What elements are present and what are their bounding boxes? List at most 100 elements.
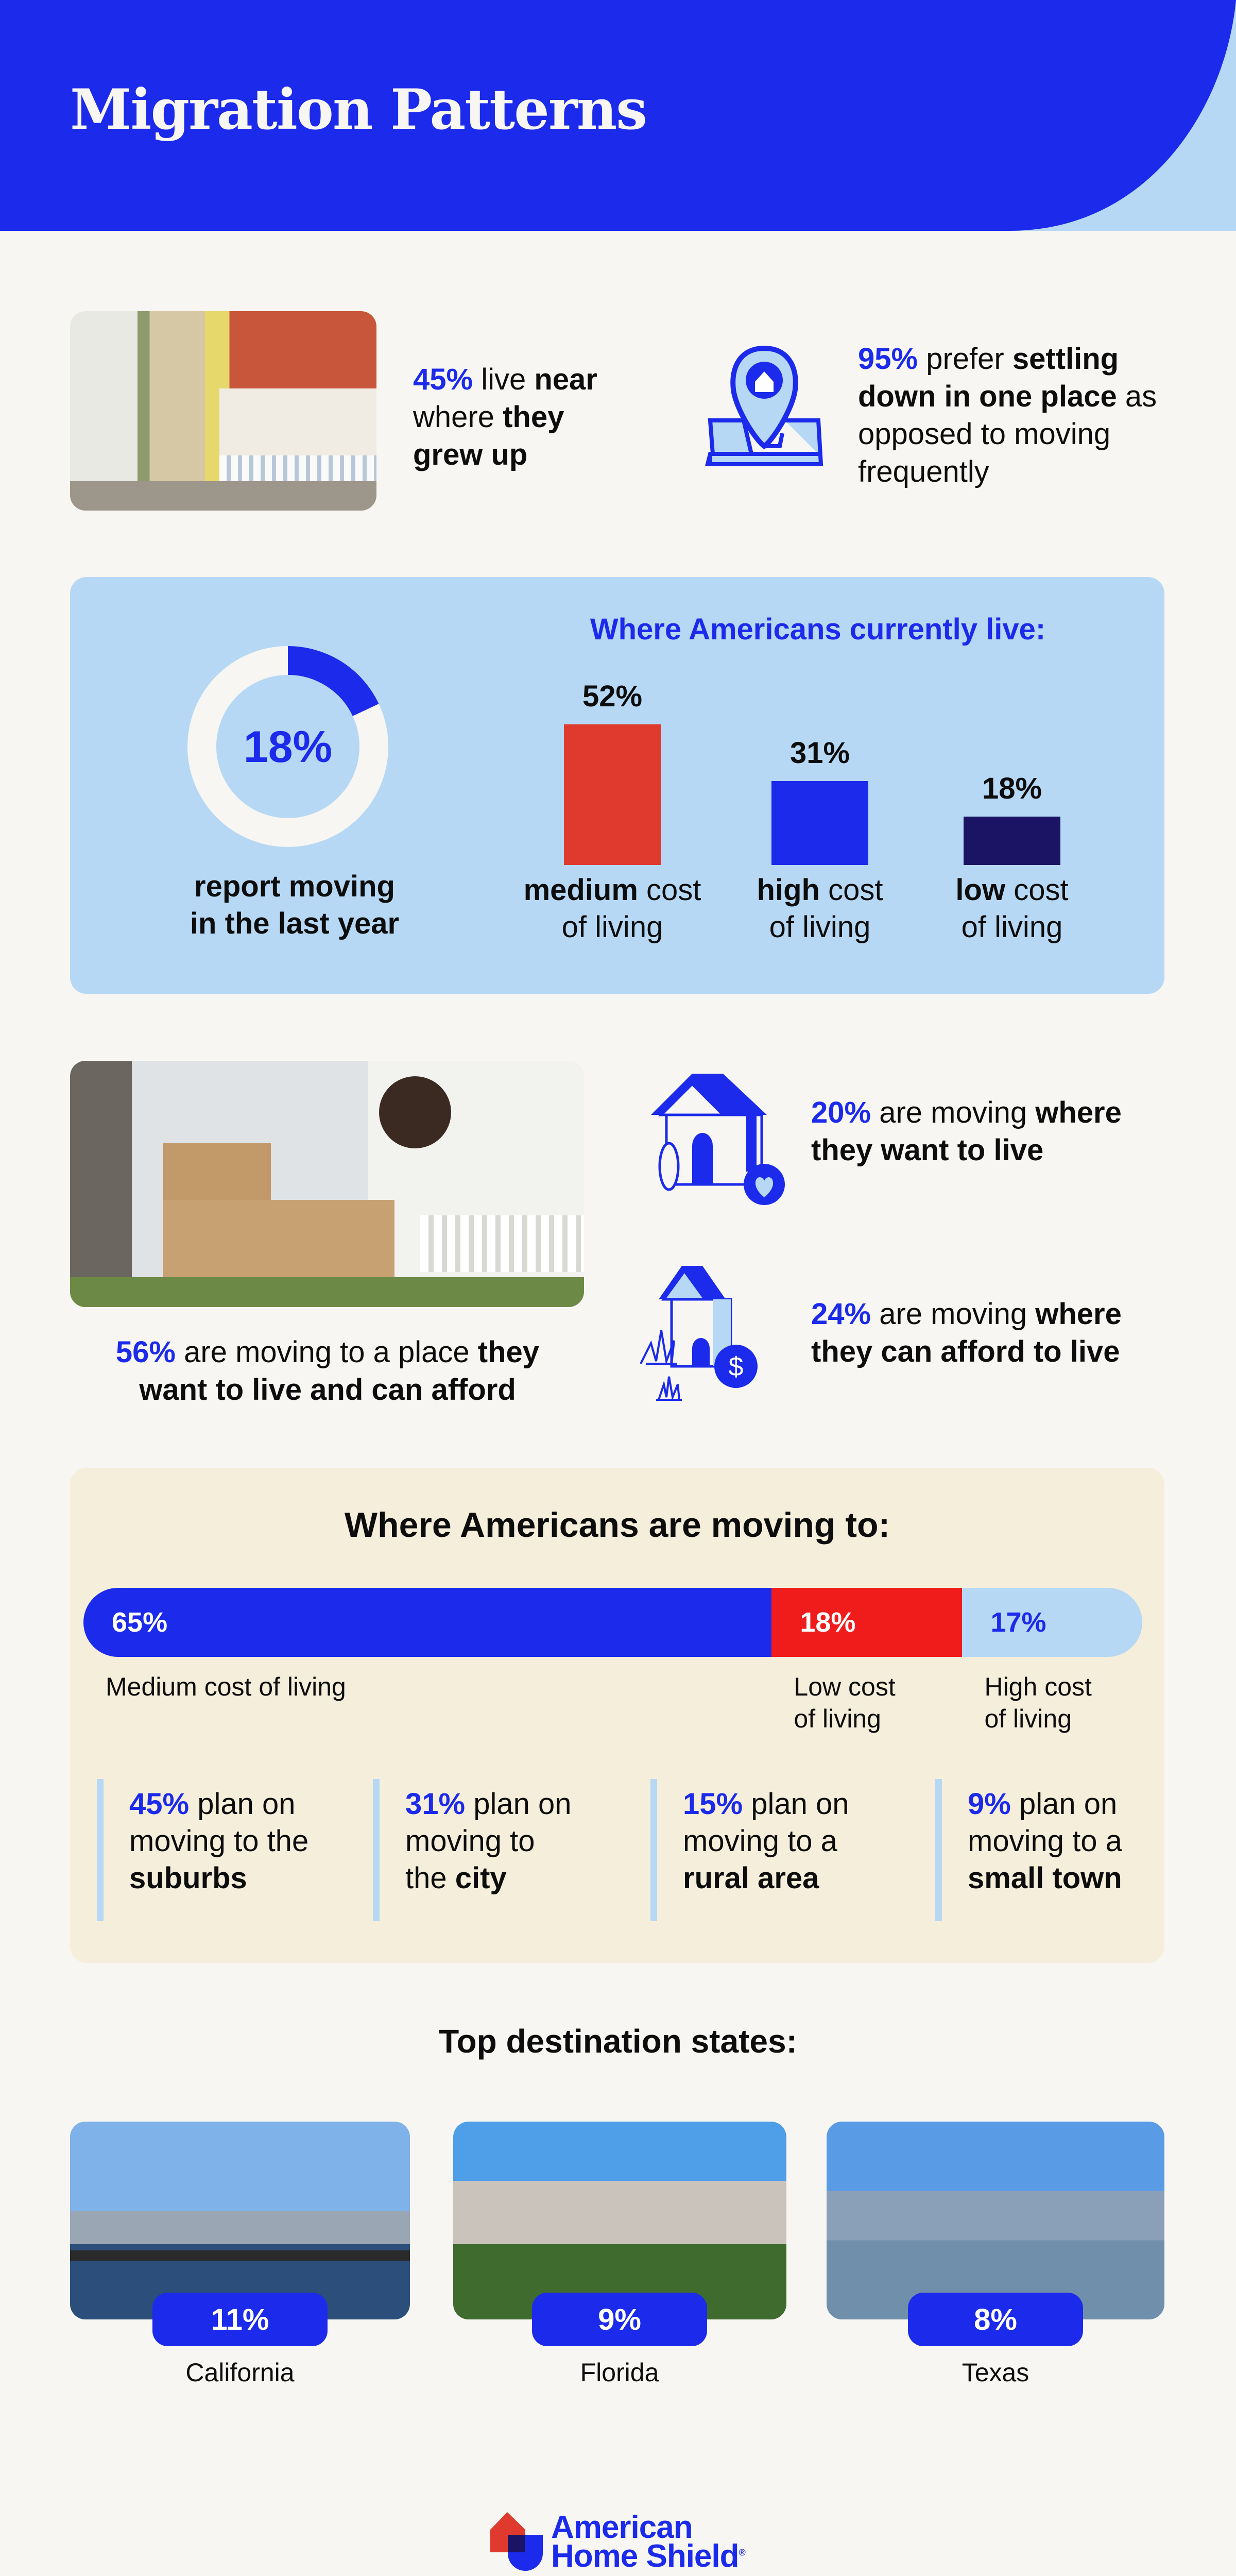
caption-line: report moving — [194, 870, 395, 903]
stat-text: opposed to moving — [858, 417, 1111, 451]
plan-item: 45% plan on moving to the suburbs — [97, 1779, 308, 1921]
label-text: of living — [961, 910, 1063, 944]
plan-destination: city — [455, 1861, 507, 1895]
stat-live-near-grew-up: 45% live near where they grew up — [413, 361, 597, 473]
plan-percent: 31% — [405, 1787, 466, 1821]
bar-high-cost — [771, 781, 868, 865]
caption-line: High cost — [984, 1672, 1092, 1701]
segment-caption: Low cost of living — [794, 1671, 895, 1735]
current-living-panel: 18% report moving in the last year Where… — [70, 577, 1164, 994]
bar-category-label: high cost of living — [717, 872, 923, 946]
stat-percent: 24% — [811, 1297, 871, 1331]
plan-destination: rural area — [683, 1861, 819, 1895]
stat-text: prefer — [918, 342, 1012, 376]
plan-text: the — [405, 1861, 455, 1895]
state-name: California — [185, 2358, 295, 2387]
state-percent-badge: 11% — [152, 2293, 328, 2346]
stat-percent: 95% — [858, 342, 918, 376]
plan-text: plan on — [465, 1787, 572, 1821]
caption-line: Medium cost of living — [106, 1672, 346, 1701]
header-background — [0, 0, 1236, 231]
bar-segment: 65% — [83, 1588, 772, 1657]
stat-text: they can afford to live — [811, 1335, 1120, 1368]
american-home-shield-logo: American Home Shield® — [489, 2512, 757, 2574]
photo-couple-moving-boxes — [70, 1061, 584, 1307]
stat-text: are moving — [871, 1096, 1036, 1129]
svg-text:$: $ — [729, 1352, 744, 1382]
stat-prefer-settling: 95% prefer settling down in one place as… — [858, 340, 1157, 490]
plan-item: 31% plan on moving to the city — [373, 1779, 572, 1921]
house-heart-icon — [651, 1074, 785, 1205]
stat-want-and-afford: 56% are moving to a place they want to l… — [44, 1333, 611, 1409]
label-text: cost — [819, 873, 883, 907]
donut-caption: report moving in the last year — [166, 868, 423, 942]
header-banner: Migration Patterns — [0, 0, 1236, 231]
state-name: Florida — [580, 2358, 659, 2387]
segment-caption: Medium cost of living — [106, 1671, 346, 1703]
moving-to-stacked-bar: 65% 18% 17% — [83, 1588, 1142, 1657]
stat-percent: 56% — [115, 1335, 176, 1369]
stat-percent: 45% — [413, 363, 473, 396]
label-text: of living — [561, 910, 663, 944]
bar-category-label: low cost of living — [909, 872, 1115, 946]
label-text: cost — [638, 873, 701, 907]
bar-low-cost — [964, 816, 1060, 865]
stat-where-can-afford: 24% are moving where they can afford to … — [811, 1295, 1122, 1370]
stat-where-want-to-live: 20% are moving where they want to live — [811, 1094, 1122, 1169]
photo-texas-skyline — [827, 2122, 1164, 2319]
stat-text: are moving to a place — [176, 1335, 478, 1369]
plan-item: 15% plan on moving to a rural area — [650, 1779, 849, 1921]
bar-category-label: medium cost of living — [509, 872, 715, 946]
plan-text: plan on — [1010, 1787, 1118, 1821]
plan-percent: 15% — [683, 1787, 743, 1821]
bar-medium-cost — [564, 724, 661, 865]
moving-donut-chart — [187, 646, 388, 847]
segment-caption: High cost of living — [984, 1671, 1091, 1735]
logo-wordmark: American Home Shield® — [551, 2510, 746, 2574]
donut-value-arc — [187, 646, 388, 847]
stat-text: where — [1035, 1096, 1122, 1129]
stat-text: near — [534, 363, 597, 396]
current-living-heading: Where Americans currently live: — [590, 613, 1046, 646]
state-percent-badge: 8% — [908, 2293, 1083, 2346]
plan-text: plan on — [189, 1787, 296, 1821]
house-dollar-icon: $ — [640, 1266, 758, 1401]
plan-percent: 45% — [129, 1787, 190, 1821]
stat-text: frequently — [858, 455, 989, 488]
stat-text: want to live and can afford — [139, 1373, 516, 1406]
photo-florida-skyline — [453, 2122, 786, 2319]
plan-text: moving to the — [129, 1824, 309, 1858]
plan-item: 9% plan on moving to a small town — [935, 1779, 1122, 1921]
plan-text: moving to a — [968, 1824, 1122, 1858]
bar-value-label: 52% — [582, 680, 643, 713]
caption-line: of living — [794, 1704, 881, 1733]
label-bold: low — [955, 873, 1006, 907]
logo-line: Home Shield — [551, 2538, 740, 2574]
stat-text: down in one place — [858, 380, 1117, 413]
bar-value-label: 31% — [789, 736, 850, 770]
stat-text: grew up — [413, 438, 528, 471]
state-percent-badge: 9% — [532, 2293, 707, 2346]
stat-text: are moving — [871, 1297, 1036, 1331]
bar-segment: 17% — [962, 1588, 1142, 1657]
moving-to-heading: Where Americans are moving to: — [344, 1505, 890, 1545]
logo-line: American — [551, 2510, 693, 2545]
logo-house-shield-icon — [490, 2512, 543, 2571]
stat-text: live — [473, 363, 535, 396]
stat-text: where — [413, 400, 503, 434]
state-name: Texas — [962, 2358, 1029, 2387]
plan-destination: small town — [968, 1861, 1122, 1895]
photo-california-skyline — [70, 2122, 410, 2319]
plan-percent: 9% — [968, 1787, 1011, 1821]
stat-text: settling — [1012, 342, 1119, 376]
stat-text: where — [1035, 1297, 1122, 1331]
plan-text: moving to a — [683, 1824, 837, 1858]
stat-text: they — [477, 1335, 540, 1369]
label-bold: medium — [523, 873, 638, 907]
destinations-heading: Top destination states: — [439, 2023, 797, 2060]
stat-text: as — [1117, 380, 1157, 413]
plan-text: moving to — [405, 1824, 535, 1858]
bar-value-label: 18% — [982, 771, 1042, 805]
label-text: cost — [1005, 873, 1069, 907]
caption-line: of living — [984, 1704, 1072, 1733]
